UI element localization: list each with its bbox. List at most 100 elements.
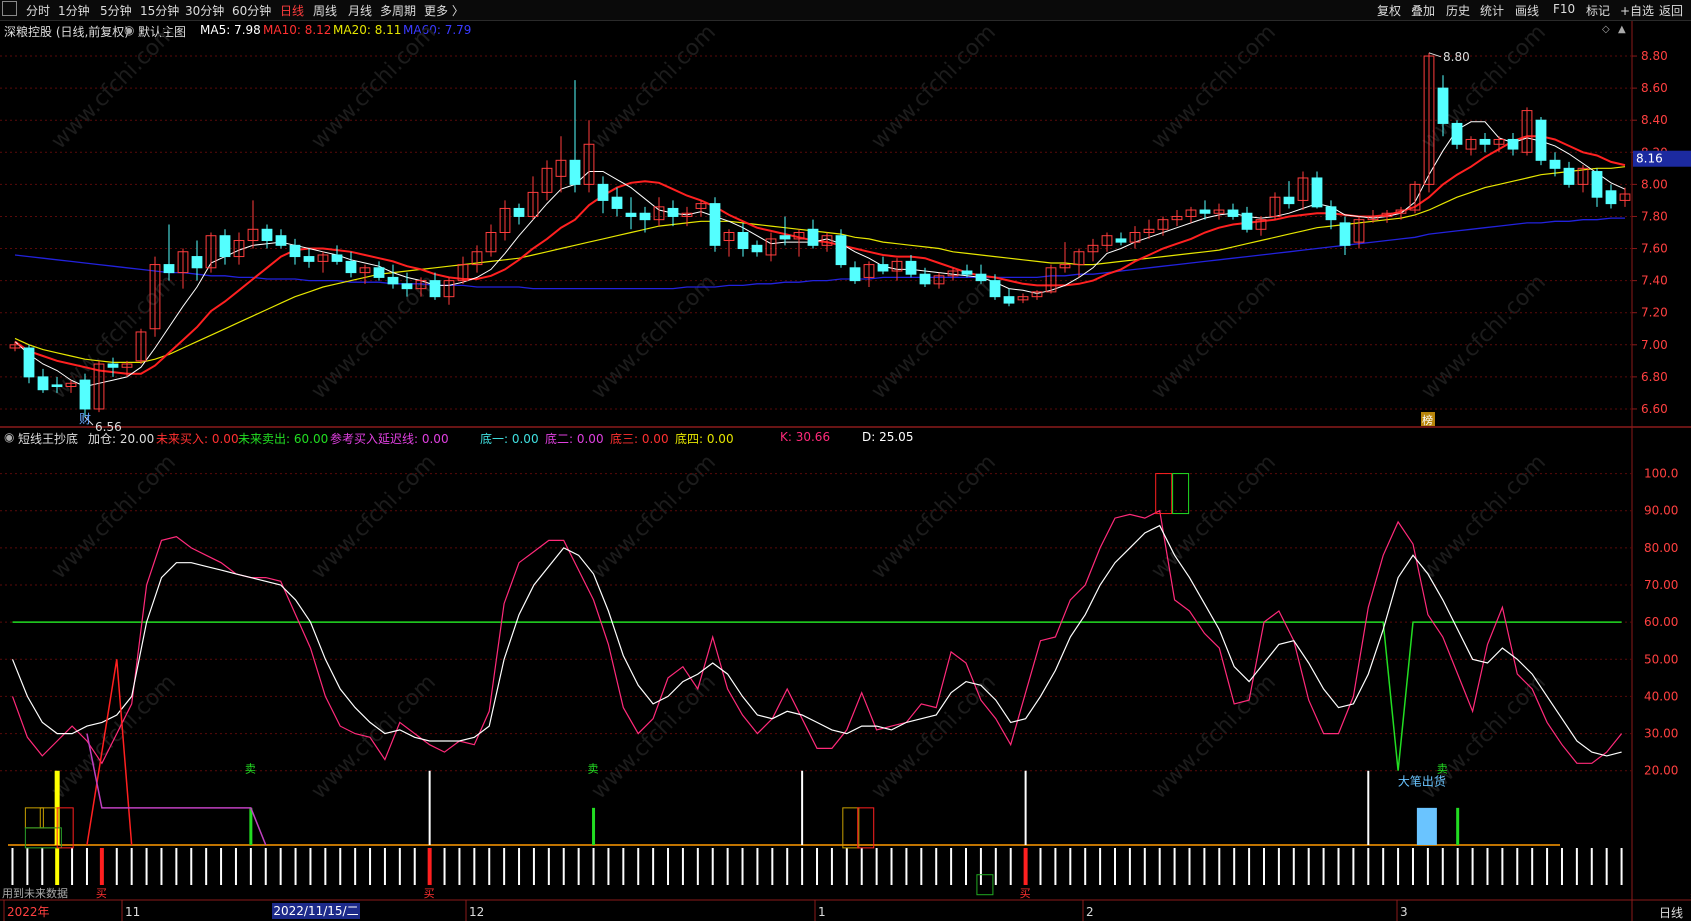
- future-sell-value: 未来卖出: 60.00: [238, 432, 329, 446]
- candle-body: [625, 212, 637, 217]
- d-value: D: 25.05: [862, 430, 914, 444]
- ind-tick-label: 60.00: [1644, 615, 1678, 629]
- toolbar-right-6[interactable]: 标记: [1586, 4, 1611, 18]
- candle-body: [261, 228, 273, 242]
- candle-body: [891, 260, 903, 272]
- timeframe-label[interactable]: 日线: [1658, 906, 1683, 920]
- future-buy-value: 未来买入: 0.00: [156, 432, 239, 446]
- ind-tick-label: 80.00: [1644, 541, 1678, 555]
- ma5-line: [14, 121, 1626, 388]
- triangle-up-icon[interactable]: ▲: [1618, 24, 1626, 35]
- candle-body: [1143, 228, 1155, 234]
- candle-body: [1311, 177, 1323, 208]
- indicator-info: ◉ 短线王抄底 加仓: 20.00 未来买入: 0.00 未来卖出: 60.00…: [0, 428, 1620, 446]
- ind-tick-label: 30.00: [1644, 727, 1678, 741]
- candle-body: [1185, 209, 1197, 217]
- price-tick-label: 7.00: [1641, 338, 1668, 352]
- price-tick-label: 7.60: [1641, 242, 1668, 256]
- ref-buy-line: [86, 733, 267, 846]
- toolbar-right-4[interactable]: 画线: [1515, 4, 1540, 18]
- candle-body: [1549, 159, 1561, 169]
- indicator-name[interactable]: 短线王抄底: [18, 432, 79, 446]
- candle-body: [1171, 215, 1183, 221]
- toolbar-item-8[interactable]: 月线: [348, 4, 373, 18]
- low-label: 6.56: [95, 420, 122, 434]
- candle-body: [723, 232, 735, 242]
- candle-body: [135, 331, 147, 362]
- ma60-line: [14, 217, 1625, 290]
- watermark-text: www.cfchi.com: [867, 20, 1001, 154]
- toolbar-item-4[interactable]: 30分钟: [185, 4, 225, 18]
- toolbar-item-6[interactable]: 日线: [280, 4, 305, 18]
- toolbar-right-5[interactable]: F10: [1553, 2, 1576, 16]
- toolbar-item-5[interactable]: 60分钟: [232, 4, 272, 18]
- candle-body: [807, 228, 819, 246]
- indicator-panel: 卖卖卖买买买买大笔出货用到未来数据: [2, 473, 1691, 900]
- menu-icon[interactable]: [2, 1, 17, 16]
- toolbar-right-1[interactable]: 叠加: [1411, 4, 1436, 18]
- toolbar-item-9[interactable]: 多周期: [380, 4, 417, 18]
- di-box: [842, 807, 860, 849]
- candle-body: [1115, 238, 1127, 243]
- candle-body: [457, 264, 469, 282]
- watermark-text: www.cfchi.com: [47, 20, 181, 154]
- candle-body: [37, 376, 49, 391]
- candle-body: [303, 256, 315, 262]
- candle-body: [527, 191, 539, 217]
- sell-line-60: [12, 621, 1622, 771]
- watermark-text: www.cfchi.com: [1417, 450, 1551, 584]
- toolbar-right-8[interactable]: 返回: [1659, 4, 1684, 18]
- toolbar-item-1[interactable]: 1分钟: [58, 4, 90, 18]
- ma20-line: [14, 166, 1626, 363]
- k-value: K: 30.66: [780, 430, 831, 444]
- watermark-text: www.cfchi.com: [587, 20, 721, 154]
- candle-body: [471, 251, 483, 266]
- toolbar-item-3[interactable]: 15分钟: [140, 4, 180, 18]
- candle-body: [1325, 206, 1337, 221]
- di-box: [1155, 473, 1173, 515]
- jiacang-value: 加仓: 20.00: [88, 432, 155, 446]
- toolbar-item-0[interactable]: 分时: [26, 4, 51, 18]
- candle-body: [1157, 219, 1169, 230]
- candle-body: [1535, 119, 1547, 161]
- axes: 8.808.608.408.208.007.807.607.407.207.00…: [3, 49, 1691, 921]
- indicator-toggle-icon[interactable]: ◉: [4, 430, 15, 444]
- candle-body: [79, 379, 91, 410]
- candle-body: [765, 238, 777, 256]
- toolbar-item-10[interactable]: 更多 〉: [424, 4, 464, 18]
- bang-marker: 榜: [1422, 413, 1433, 427]
- date-label: 1: [818, 905, 826, 919]
- price-tick-label: 8.00: [1641, 177, 1668, 191]
- candle-body: [1339, 222, 1351, 246]
- toolbar-right-0[interactable]: 复权: [1377, 4, 1402, 18]
- toolbar-item-7[interactable]: 周线: [313, 4, 338, 18]
- ma10-line: [14, 135, 1626, 375]
- candle-body: [1255, 219, 1267, 230]
- di-box: [24, 827, 62, 849]
- template-name[interactable]: 默认主图: [138, 25, 187, 39]
- candle-body: [499, 207, 511, 233]
- candle-body: [415, 280, 427, 290]
- candle-body: [737, 232, 749, 250]
- price-tick-label: 6.80: [1641, 370, 1668, 384]
- candle-body: [933, 275, 945, 285]
- watermark-text: www.cfchi.com: [47, 270, 181, 404]
- toolbar-right-3[interactable]: 统计: [1480, 4, 1505, 18]
- toolbar-right-2[interactable]: 历史: [1446, 4, 1471, 18]
- buy-label: 买: [96, 887, 107, 900]
- date-label: 3: [1400, 905, 1408, 919]
- template-icon[interactable]: ◉: [124, 23, 135, 37]
- toolbar-item-2[interactable]: 5分钟: [100, 4, 132, 18]
- date-label: 12: [469, 905, 484, 919]
- di4-value: 底四: 0.00: [675, 432, 734, 446]
- ind-tick-label: 70.00: [1644, 578, 1678, 592]
- toolbar-right-7[interactable]: +自选: [1620, 4, 1655, 18]
- candle-body: [23, 347, 35, 378]
- price-tick-label: 7.80: [1641, 209, 1668, 223]
- candle-body: [1381, 212, 1393, 217]
- stock-name[interactable]: 深粮控股 (日线,前复权): [4, 25, 129, 39]
- candle-body: [247, 228, 259, 242]
- diamond-icon[interactable]: ◇: [1602, 24, 1610, 35]
- candle-body: [639, 212, 651, 221]
